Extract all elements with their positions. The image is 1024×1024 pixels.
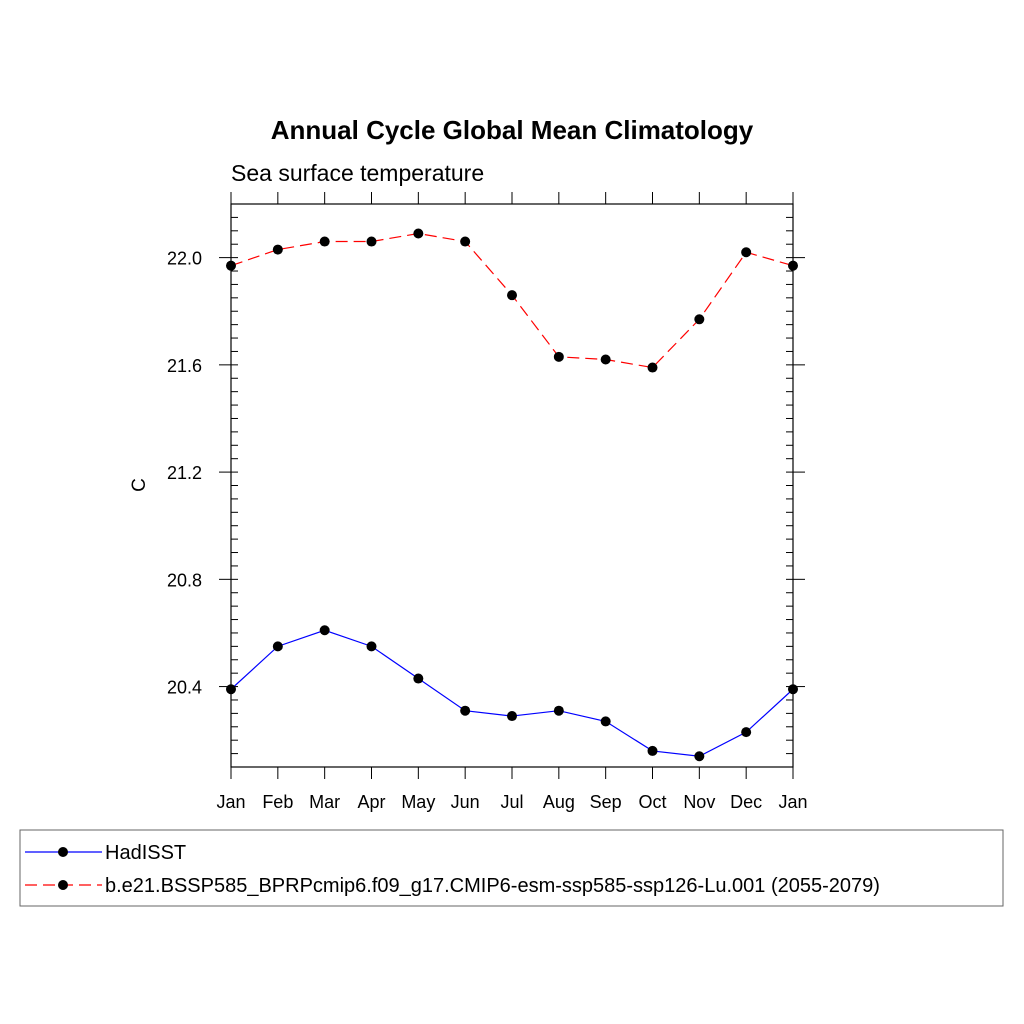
x-tick-labels: Jan Feb Mar Apr May Jun Jul Aug Sep Oct Nov Dec Jan xyxy=(216,792,807,812)
data-point xyxy=(694,751,705,762)
x-tick-label: Jan xyxy=(216,792,245,812)
x-tick-label: Nov xyxy=(683,792,715,812)
x-tick-label: Apr xyxy=(357,792,385,812)
plot-frame xyxy=(230,203,794,768)
series-lines xyxy=(230,232,794,757)
data-point xyxy=(413,673,424,684)
x-tick-label: Jun xyxy=(451,792,480,812)
y-tick-label: 21.2 xyxy=(167,463,202,483)
y-tick-labels: 20.4 20.8 21.2 21.6 22.0 xyxy=(167,249,202,698)
chart-title: Annual Cycle Global Mean Climatology xyxy=(271,115,754,145)
x-tick-label: Feb xyxy=(262,792,293,812)
data-point xyxy=(507,711,517,722)
x-tick-label: Aug xyxy=(543,792,575,812)
data-point xyxy=(413,228,424,239)
x-tick-label: Mar xyxy=(309,792,340,812)
tick-marks xyxy=(219,192,805,779)
x-tick-label: May xyxy=(401,792,435,812)
x-tick-label: Jan xyxy=(778,792,807,812)
y-tick-label: 21.6 xyxy=(167,356,202,376)
data-points xyxy=(226,228,798,762)
y-tick-label: 20.4 xyxy=(167,678,202,698)
legend-label: b.e21.BSSP585_BPRPcmip6.f09_g17.CMIP6-es… xyxy=(105,875,880,897)
y-tick-label: 22.0 xyxy=(167,249,202,269)
series-line-0 xyxy=(230,629,794,757)
x-tick-label: Sep xyxy=(590,792,622,812)
data-point xyxy=(272,244,283,255)
data-point xyxy=(600,716,611,727)
data-point xyxy=(741,247,752,258)
legend-marker xyxy=(58,847,68,857)
chart-subtitle: Sea surface temperature xyxy=(231,160,484,186)
data-point xyxy=(694,314,705,325)
data-point xyxy=(319,236,330,247)
data-point xyxy=(600,354,611,365)
data-point xyxy=(460,705,471,716)
series-line-1 xyxy=(230,232,794,369)
x-tick-label: Dec xyxy=(730,792,762,812)
data-point xyxy=(553,351,564,362)
data-point xyxy=(366,641,377,652)
data-point xyxy=(647,745,658,756)
data-point xyxy=(741,727,752,738)
data-point xyxy=(319,625,330,636)
y-axis-label: C xyxy=(129,478,150,492)
data-point xyxy=(647,362,658,373)
data-point xyxy=(507,290,517,301)
data-point xyxy=(366,236,377,247)
legend: HadISST b.e21.BSSP585_BPRPcmip6.f09_g17.C… xyxy=(19,829,1004,907)
data-point xyxy=(553,705,564,716)
data-point xyxy=(460,236,471,247)
legend-box xyxy=(19,829,1004,907)
y-tick-label: 20.8 xyxy=(167,570,202,590)
legend-marker xyxy=(58,880,68,890)
x-tick-label: Jul xyxy=(500,792,523,812)
legend-label: HadISST xyxy=(105,842,186,864)
data-point xyxy=(272,641,283,652)
x-tick-label: Oct xyxy=(638,792,666,812)
